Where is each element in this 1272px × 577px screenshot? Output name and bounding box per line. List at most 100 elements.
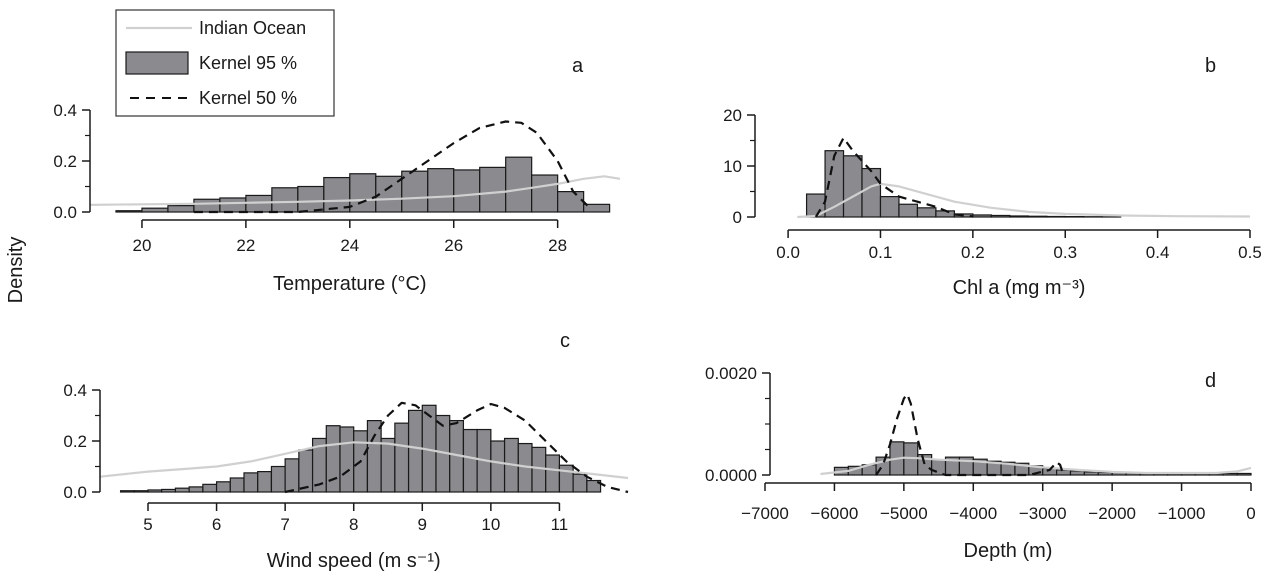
x-tick-label: 5 xyxy=(143,515,152,534)
y-tick-label: 10 xyxy=(723,157,742,176)
x-axis-label: Chl a (mg m⁻³) xyxy=(953,277,1086,299)
kernel-50-density-line xyxy=(875,393,1065,477)
histogram-bar xyxy=(1009,215,1029,218)
legend: Indian Ocean Kernel 95 % Kernel 50 % xyxy=(115,9,335,117)
legend-indian-ocean-label: Indian Ocean xyxy=(199,18,306,38)
x-tick-label: −6000 xyxy=(811,504,859,523)
histogram-bar xyxy=(990,214,1011,218)
panel-b: 0 10 20 0.0 0.1 0.2 0.3 0.4 0.5 Chl a (mg m⁻³) b xyxy=(723,55,1262,299)
histogram-bar xyxy=(916,207,937,218)
histogram-bar xyxy=(202,483,218,493)
x-tick-label: −3000 xyxy=(1019,504,1067,523)
panel-letter: b xyxy=(1205,55,1216,77)
panel-d: 0.0000 0.0020 −7000 −6000 −5000 −4000 −3000 −20… xyxy=(705,364,1256,562)
x-tick-label: −4000 xyxy=(949,504,997,523)
histogram-bar xyxy=(297,185,325,213)
histogram-bar xyxy=(531,174,559,213)
histogram-bar xyxy=(298,449,314,493)
histogram-bar xyxy=(349,173,377,213)
histogram-bar xyxy=(898,203,919,218)
histogram-bar xyxy=(1027,215,1048,218)
histogram-bar xyxy=(1083,471,1099,476)
x-tick-label: −5000 xyxy=(880,504,928,523)
histogram-bar xyxy=(271,187,299,213)
y-tick-label: 0.0 xyxy=(53,203,77,222)
histogram-bar xyxy=(161,488,177,493)
histogram-bar xyxy=(935,210,955,218)
histogram-bar xyxy=(490,440,506,493)
y-tick-label: 20 xyxy=(723,106,742,125)
legend-kernel-50-label: Kernel 50 % xyxy=(199,88,297,108)
x-tick-label: 28 xyxy=(548,236,567,255)
x-tick-label: 22 xyxy=(236,236,255,255)
y-tick-label: 0.0020 xyxy=(705,364,757,383)
histogram-bar xyxy=(572,473,588,493)
x-tick-label: 0.0 xyxy=(776,243,800,262)
histogram-bar xyxy=(188,486,204,493)
histogram-bar xyxy=(141,207,169,213)
histogram-bar xyxy=(115,210,143,213)
panel-c: 0.0 0.2 0.4 5 6 7 8 9 10 11 Wind speed (m s⁻¹) c xyxy=(63,330,629,572)
y-tick-label: 0.0 xyxy=(63,483,87,502)
x-tick-label: 7 xyxy=(280,515,289,534)
histogram-bars-a xyxy=(115,156,611,213)
histogram-bar xyxy=(453,169,481,213)
histogram-bar xyxy=(861,167,882,218)
histogram-bar xyxy=(167,205,195,213)
histogram-bar xyxy=(325,425,341,493)
y-tick-label: 0.4 xyxy=(63,381,87,400)
legend-kernel-95-label: Kernel 95 % xyxy=(199,53,297,73)
histogram-bar xyxy=(133,490,149,493)
panel-letter: c xyxy=(560,330,570,352)
histogram-bar xyxy=(557,191,585,213)
histogram-bars-b xyxy=(805,150,1122,218)
shared-y-axis-label: Density xyxy=(5,237,27,304)
histogram-bar xyxy=(380,437,396,493)
x-tick-label: 20 xyxy=(132,236,151,255)
histogram-bar xyxy=(193,198,221,213)
histogram-bar xyxy=(583,203,611,213)
histogram-bar xyxy=(366,420,382,493)
kernel-50-density-line xyxy=(284,401,629,494)
y-tick-label: 0.0000 xyxy=(705,466,757,485)
histogram-bar xyxy=(586,479,602,493)
x-axis-label: Depth (m) xyxy=(964,540,1053,562)
histogram-bars-c xyxy=(119,404,602,493)
legend-kernel-95-swatch xyxy=(125,51,189,75)
x-tick-label: 0.3 xyxy=(1053,243,1077,262)
x-tick-label: −7000 xyxy=(741,504,789,523)
indian-ocean-density-line xyxy=(99,441,629,480)
y-tick-label: 0.2 xyxy=(53,152,77,171)
histogram-bar xyxy=(462,428,478,493)
histogram-bar xyxy=(545,454,561,493)
histogram-bar xyxy=(407,409,423,493)
histogram-bar xyxy=(401,170,429,213)
histogram-bar xyxy=(1222,472,1238,476)
histogram-bar xyxy=(1069,470,1085,476)
panel-letter: a xyxy=(572,55,584,77)
y-tick-label: 0.4 xyxy=(53,101,77,120)
histogram-bar xyxy=(427,168,455,213)
histogram-bar xyxy=(215,481,231,493)
panel-a: 0.0 0.2 0.4 20 22 24 26 28 Temperature (°C) a xyxy=(53,55,621,295)
histogram-bar xyxy=(147,489,163,493)
kernel-50-density-line xyxy=(193,120,590,214)
histogram-bar xyxy=(531,446,547,493)
histogram-bar xyxy=(505,156,533,213)
histogram-bar xyxy=(931,459,947,476)
histogram-bar xyxy=(229,477,245,493)
x-tick-label: 0.4 xyxy=(1146,243,1170,262)
histogram-bar xyxy=(119,490,135,493)
x-tick-label: 0.2 xyxy=(961,243,985,262)
x-tick-label: 24 xyxy=(340,236,359,255)
x-axis-label: Wind speed (m s⁻¹) xyxy=(267,550,441,572)
indian-ocean-density-line xyxy=(797,182,1251,219)
histogram-bar xyxy=(339,426,355,493)
histogram-bar xyxy=(243,472,259,493)
x-tick-label: 10 xyxy=(481,515,500,534)
histogram-bar xyxy=(972,214,992,218)
x-tick-label: 9 xyxy=(418,515,427,534)
histogram-bar xyxy=(1055,469,1072,476)
x-tick-label: 8 xyxy=(349,515,358,534)
